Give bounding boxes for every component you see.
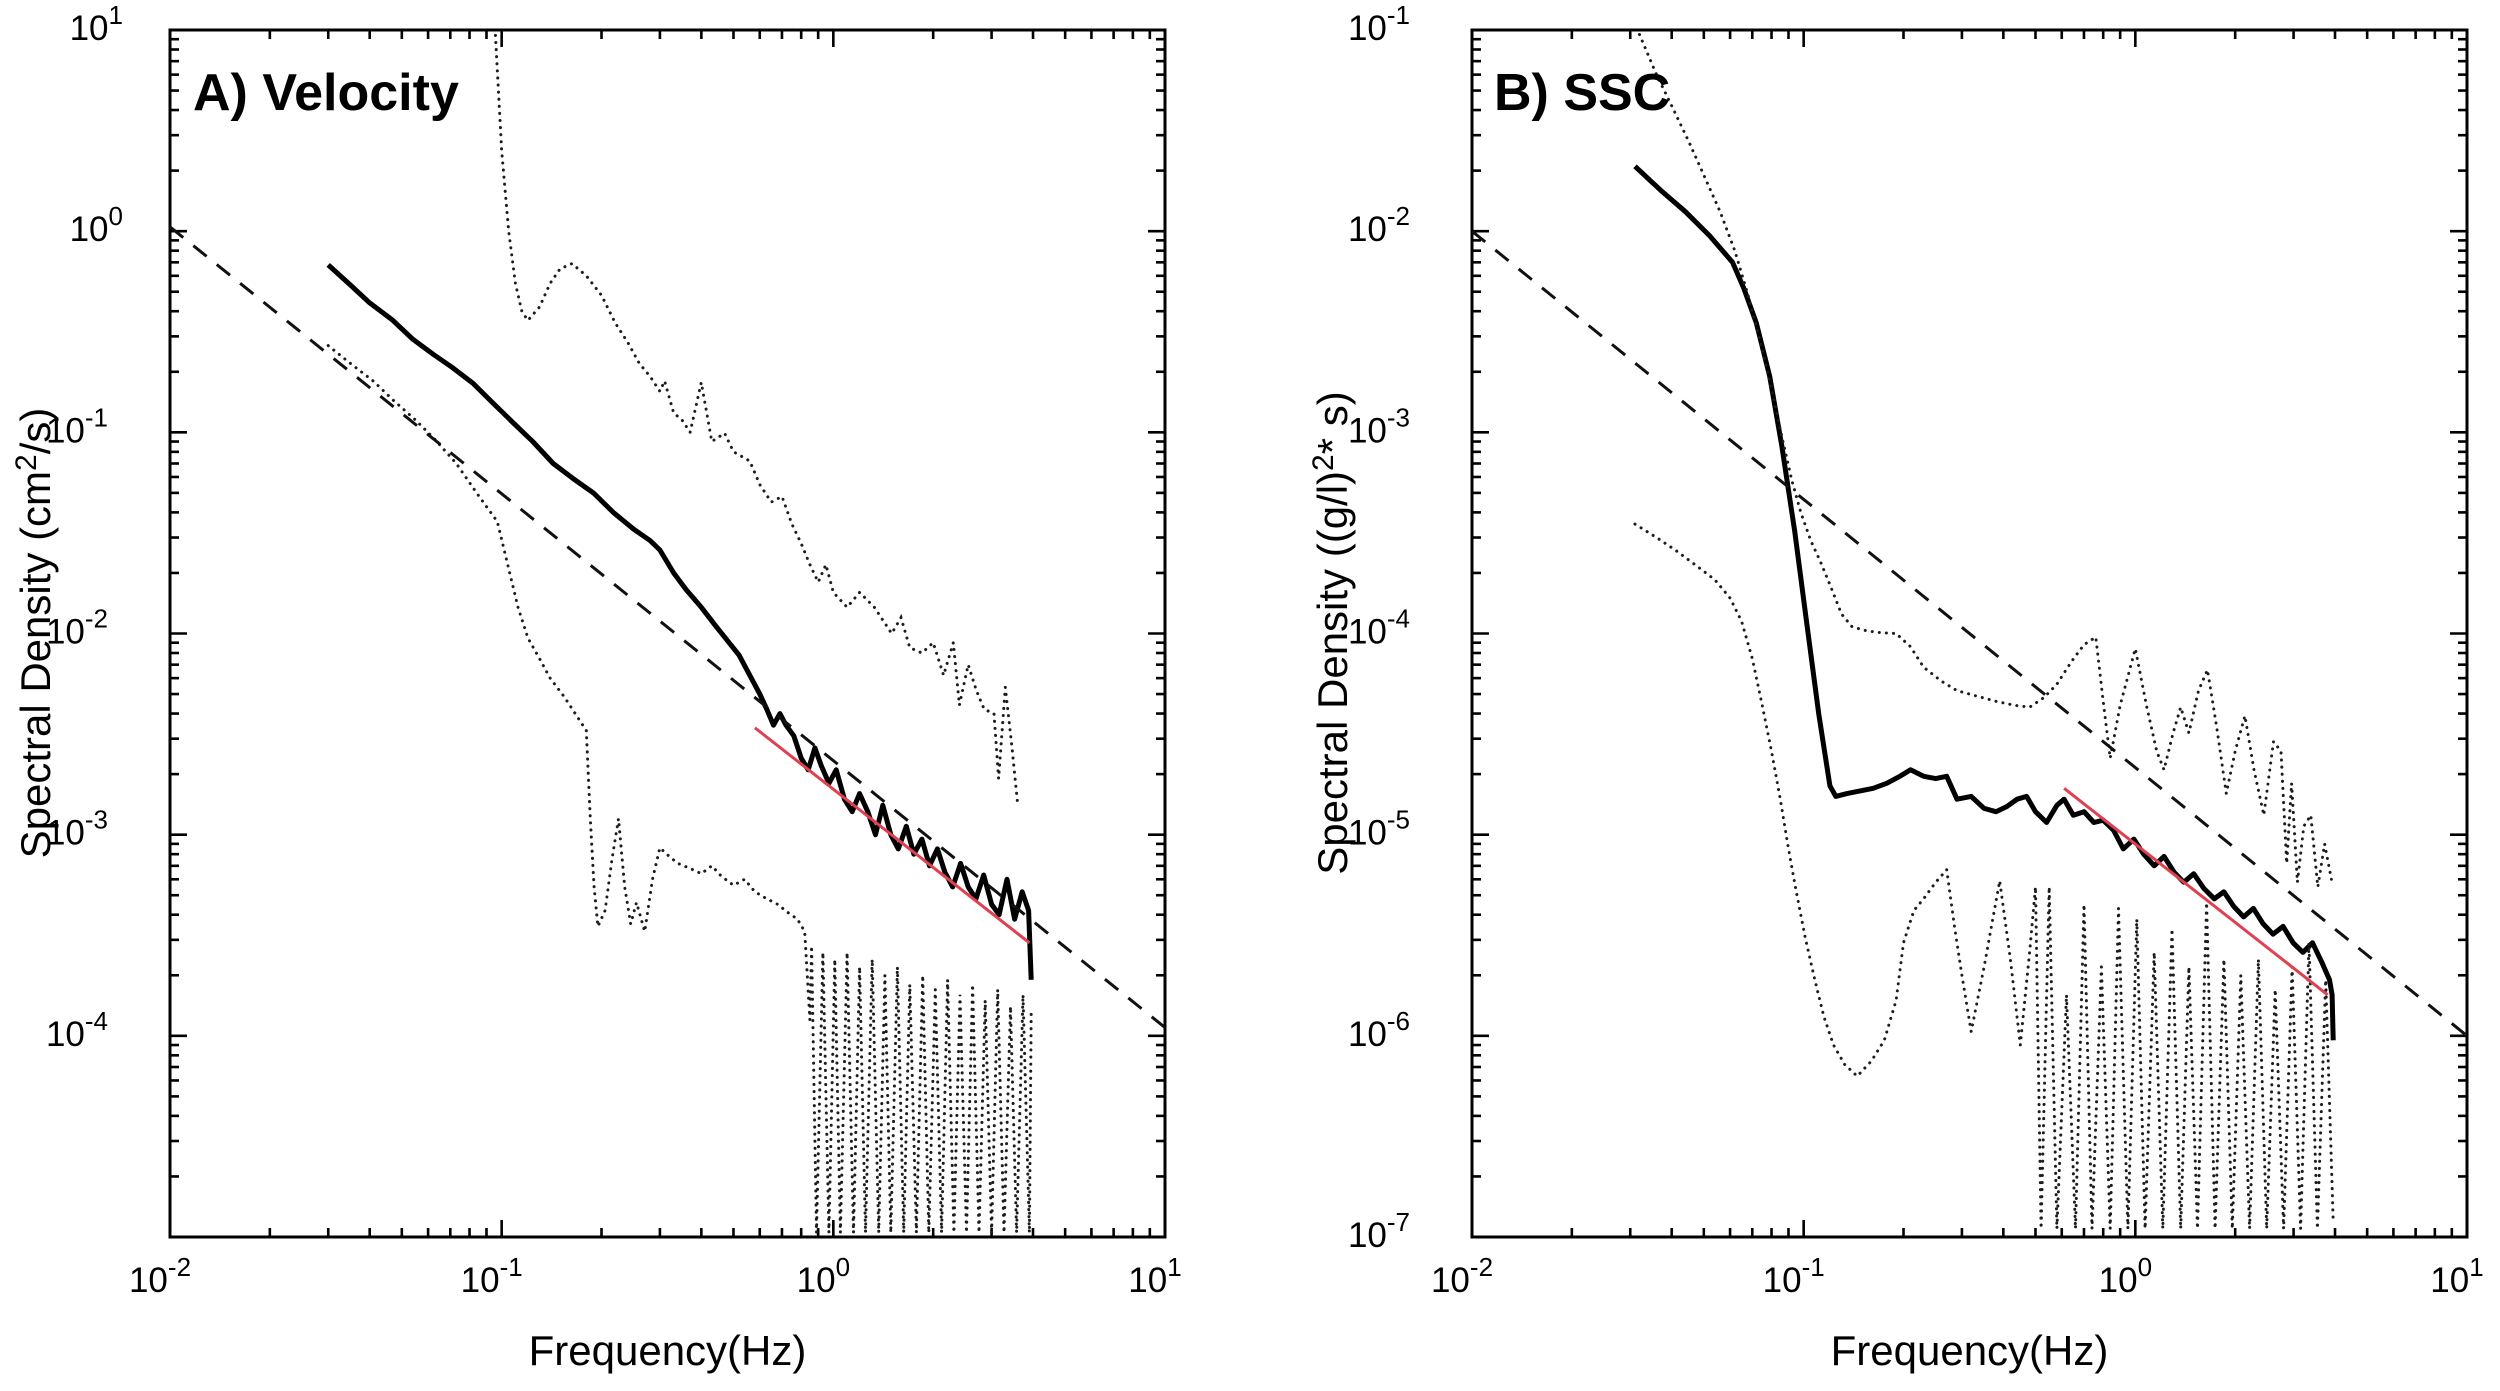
y-tick-label: 10-2 (46, 604, 108, 652)
series-lower-confidence (1633, 522, 2335, 1229)
x-tick-label: 100 (2099, 1252, 2152, 1300)
y-tick-label: 10-7 (1348, 1207, 1410, 1255)
x-tick-label: 101 (2430, 1252, 2483, 1300)
y-tick-label: 10-5 (1348, 805, 1410, 853)
axes-box (168, 28, 1167, 1239)
series-reference-slope (170, 225, 1165, 1029)
y-axis-label: Spectral Density ((g/l)2​* s) (1307, 391, 1356, 874)
y-tick-label: 10-3 (1348, 402, 1410, 450)
series-spectrum (326, 263, 1034, 980)
x-tick-label: 100 (797, 1252, 850, 1300)
series-fit-line (2063, 787, 2329, 996)
x-axis-label: Frequency(Hz) (1831, 1327, 2109, 1374)
x-tick-label: 10-1 (1763, 1252, 1825, 1300)
series-reference-slope (1472, 230, 2467, 1037)
series-upper-confidence (1638, 33, 2333, 888)
y-tick-label: 10-4 (46, 1006, 108, 1054)
series-fit-line (753, 726, 1031, 944)
y-tick-label: 10-4 (1348, 604, 1410, 652)
y-tick-label: 10-6 (1348, 1006, 1410, 1054)
y-tick-label: 10-3 (46, 805, 108, 853)
y-tick-label: 10-2 (1348, 201, 1410, 249)
axis-ticks (1470, 28, 2469, 1239)
series-lower-confidence (326, 344, 1033, 1233)
panel-velocity: 10-2 10-1 100 101 101 100 10-1 10-2 10-3 10-4 A) V… (10, 0, 1182, 1374)
series-group (1472, 33, 2467, 1229)
panel-title: B) SSC (1494, 64, 1670, 122)
panel-ssc: 10-2 10-1 100 101 10-1 10-2 10-3 10-4 10-5 10-6 10… (1307, 0, 2484, 1374)
y-tick-label: 10-1 (1348, 0, 1410, 48)
axis-ticks (168, 28, 1167, 1239)
y-axis-label: Spectral Density (cm2​/s) (10, 408, 59, 859)
x-tick-label: 10-2 (1431, 1252, 1493, 1300)
panel-title: A) Velocity (193, 64, 459, 122)
x-axis-label: Frequency(Hz) (529, 1327, 807, 1374)
y-tick-label: 101 (70, 0, 123, 48)
y-tick-label: 10-1 (46, 402, 108, 450)
series-group (170, 30, 1165, 1233)
x-tick-label: 101 (1128, 1252, 1181, 1300)
y-tick-label: 100 (70, 201, 123, 249)
series-upper-confidence (493, 30, 1020, 807)
series-spectrum (1633, 164, 2336, 1041)
x-tick-label: 10-1 (461, 1252, 523, 1300)
x-tick-label: 10-2 (129, 1252, 191, 1300)
